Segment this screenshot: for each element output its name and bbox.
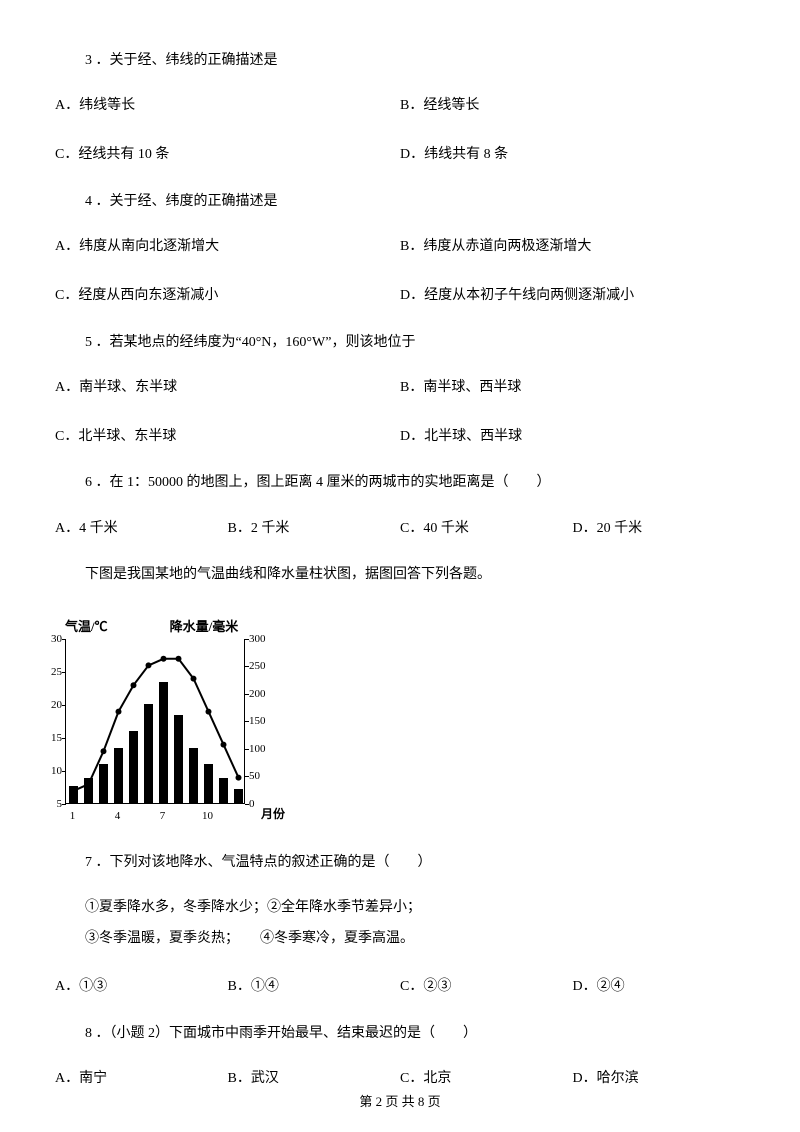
q5-opt-c: C．北半球、东半球 [55,422,400,453]
chart-left-axis-label: 气温/℃ [65,616,145,635]
precip-bar [219,778,228,803]
q3-opt-c: C．经线共有 10 条 [55,140,400,171]
precip-bar [84,778,93,803]
q7-opt-b: B．①④ [228,972,401,1003]
chart-right-tick: 150 [249,715,275,727]
chart-intro: 下图是我国某地的气温曲线和降水量柱状图，据图回答下列各题。 [85,562,745,587]
precip-bar [69,786,78,803]
chart-plot-area: 51015202530050100150200250300 [65,639,245,804]
precip-bar [144,704,153,803]
precip-bar [234,789,243,803]
chart-left-tick: 15 [38,732,62,744]
q7-opt-a: A．①③ [55,972,228,1003]
q6-options: A．4 千米 B．2 千米 C．40 千米 D．20 千米 [55,514,745,545]
q5-stem: 5 ．若某地点的经纬度为“40°N，160°W”，则该地位于 [85,330,745,355]
q4-options-row1: A．纬度从南向北逐渐增大 B．纬度从赤道向两极逐渐增大 [55,232,745,263]
chart-right-tick: 250 [249,660,275,672]
chart-right-tick: 200 [249,688,275,700]
q6-stem: 6 ．在 1：50000 的地图上，图上距离 4 厘米的两城市的实地距离是（ ） [85,470,745,495]
q4-opt-a: A．纬度从南向北逐渐增大 [55,232,400,263]
q7-s1: ①夏季降水多，冬季降水少；②全年降水季节差异小； [85,893,745,924]
q6-opt-c: C．40 千米 [400,514,573,545]
q3-opt-d: D．纬线共有 8 条 [400,140,745,171]
chart-x-month-label: 月份 [261,805,285,822]
chart-left-tick: 25 [38,666,62,678]
q3-options-row1: A．纬线等长 B．经线等长 [55,91,745,122]
climate-chart: 气温/℃ 降水量/毫米 5101520253005010015020025030… [65,616,245,822]
q4-stem: 4 ．关于经、纬度的正确描述是 [85,189,745,214]
q6-opt-a: A．4 千米 [55,514,228,545]
q5-opt-a: A．南半球、东半球 [55,373,400,404]
chart-x-labels: 月份 14710 [65,804,245,822]
chart-right-tick: 50 [249,770,275,782]
chart-left-tick: 10 [38,765,62,777]
chart-x-tick: 7 [160,810,166,822]
q3-stem: 3 ．关于经、纬线的正确描述是 [85,48,745,73]
chart-x-tick: 4 [115,810,121,822]
precip-bar [129,731,138,803]
chart-x-tick: 10 [202,810,213,822]
chart-left-tick: 30 [38,633,62,645]
q7-options: A．①③ B．①④ C．②③ D．②④ [55,972,745,1003]
chart-right-axis-label: 降水量/毫米 [148,616,238,635]
q7-s2: ③冬季温暖，夏季炎热； ④冬季寒冷，夏季高温。 [85,924,745,955]
q5-opt-d: D．北半球、西半球 [400,422,745,453]
chart-right-tick: 100 [249,743,275,755]
chart-x-tick: 1 [70,810,76,822]
q4-opt-d: D．经度从本初子午线向两侧逐渐减小 [400,281,745,312]
q7-statements: ①夏季降水多，冬季降水少；②全年降水季节差异小； ③冬季温暖，夏季炎热； ④冬季… [85,893,745,955]
q3-opt-a: A．纬线等长 [55,91,400,122]
chart-left-tick: 20 [38,699,62,711]
q4-opt-b: B．纬度从赤道向两极逐渐增大 [400,232,745,263]
precip-bar [174,715,183,803]
precip-bar [204,764,213,803]
page-footer: 第 2 页 共 8 页 [0,1091,800,1110]
precip-bar [159,682,168,803]
q4-options-row2: C．经度从西向东逐渐减小 D．经度从本初子午线向两侧逐渐减小 [55,281,745,312]
q3-opt-b: B．经线等长 [400,91,745,122]
chart-left-tick: 5 [38,798,62,810]
precip-bar [189,748,198,803]
q4-opt-c: C．经度从西向东逐渐减小 [55,281,400,312]
precip-bar [114,748,123,803]
precip-bar [99,764,108,803]
chart-axis-labels: 气温/℃ 降水量/毫米 [65,616,245,635]
q5-opt-b: B．南半球、西半球 [400,373,745,404]
q3-options-row2: C．经线共有 10 条 D．纬线共有 8 条 [55,140,745,171]
q5-options-row2: C．北半球、东半球 D．北半球、西半球 [55,422,745,453]
q5-options-row1: A．南半球、东半球 B．南半球、西半球 [55,373,745,404]
q7-stem: 7 ．下列对该地降水、气温特点的叙述正确的是（ ） [85,850,745,875]
chart-right-tick: 300 [249,633,275,645]
q8-stem: 8 ．（小题 2）下面城市中雨季开始最早、结束最迟的是（ ） [85,1021,745,1046]
q7-opt-c: C．②③ [400,972,573,1003]
q7-opt-d: D．②④ [573,972,746,1003]
q6-opt-d: D．20 千米 [573,514,746,545]
q6-opt-b: B．2 千米 [228,514,401,545]
